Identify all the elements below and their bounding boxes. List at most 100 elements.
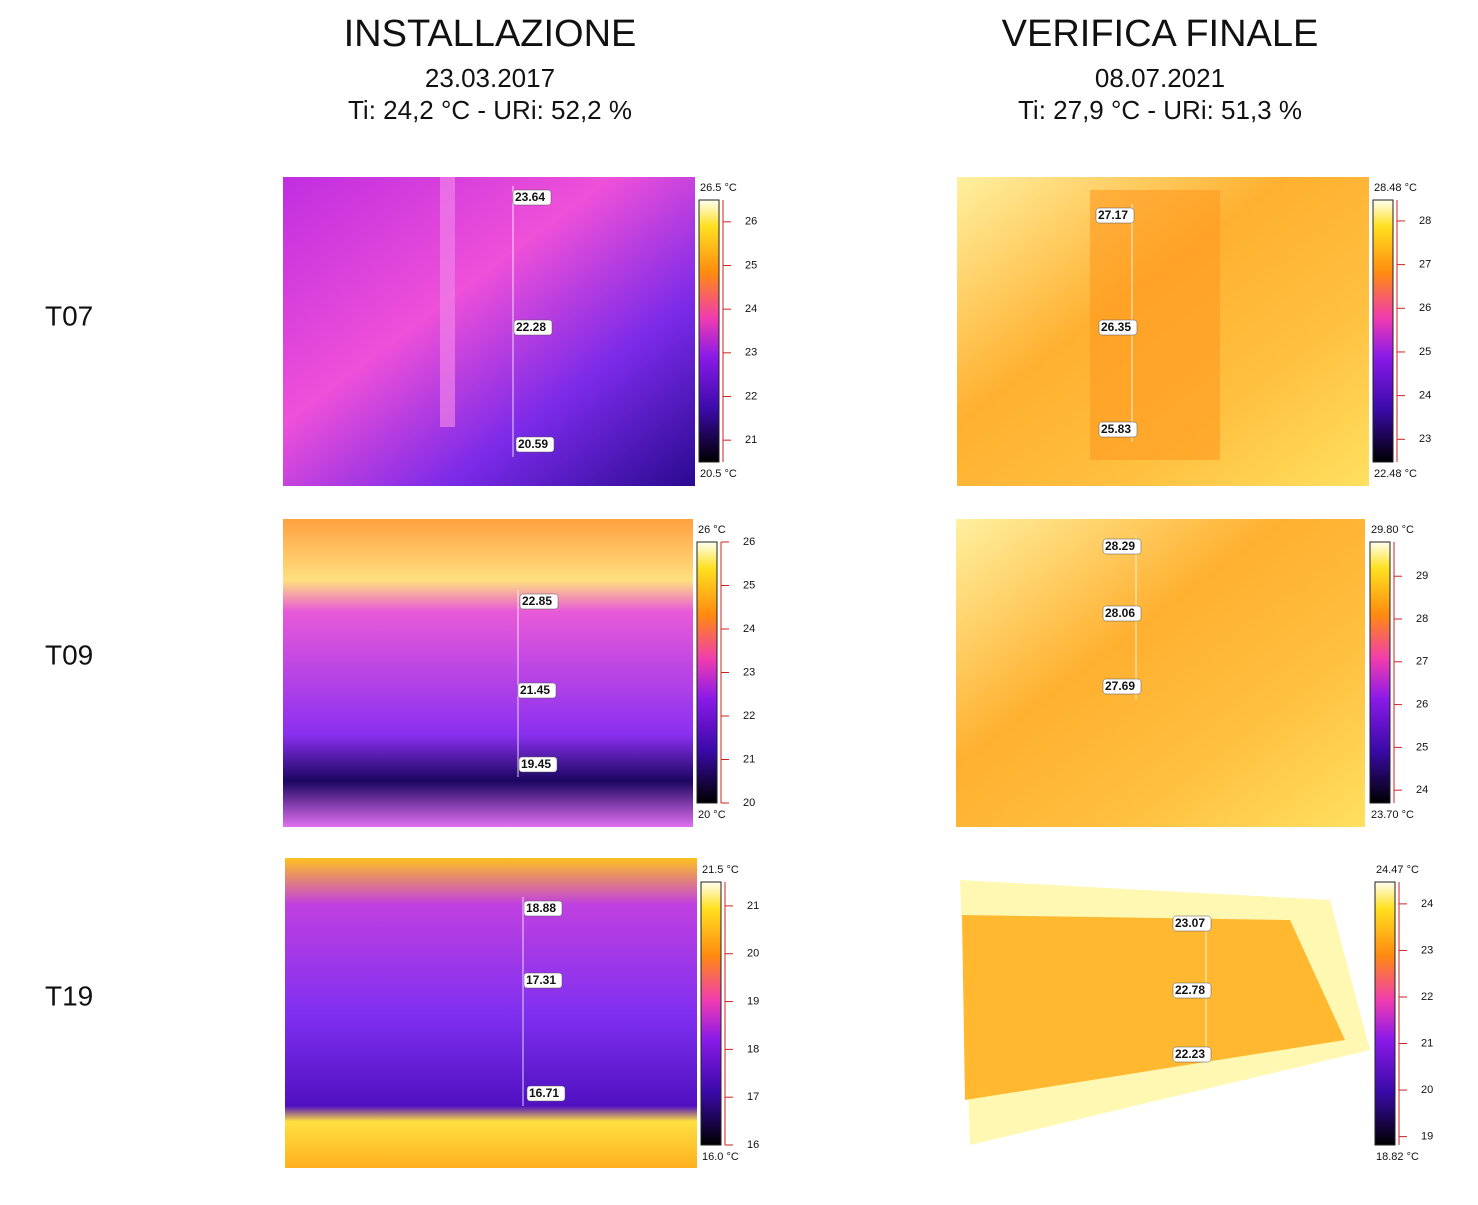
colorbar-min: 23.70 °C (1371, 809, 1414, 821)
point-label: 19.45 (521, 757, 551, 771)
colorbar-tick-label: 27 (1419, 259, 1431, 271)
column-title: VERIFICA FINALE (1002, 13, 1319, 55)
colorbar (700, 881, 722, 1146)
column-conditions: Ti: 27,9 °C - URi: 51,3 % (1018, 95, 1302, 125)
colorbar-tick-label: 24 (1416, 784, 1428, 796)
point-label-box (515, 436, 555, 453)
colorbar-tick-label: 21 (743, 753, 755, 765)
point-label-box (517, 682, 557, 699)
colorbar-tick-label: 25 (745, 259, 757, 271)
colorbar-min: 20.5 °C (700, 468, 737, 480)
colorbar-tick-label: 26 (1416, 698, 1428, 710)
point-label: 20.59 (518, 437, 548, 451)
point-label-box (519, 593, 559, 610)
thermal-image (962, 915, 1345, 1100)
colorbar-tick-label: 23 (1419, 433, 1431, 445)
colorbar-max: 26 °C (698, 524, 726, 536)
colorbar-tick-label: 24 (1421, 898, 1433, 910)
colorbar (698, 199, 720, 463)
point-label: 28.29 (1105, 539, 1135, 553)
point-label: 23.64 (515, 190, 545, 204)
point-label: 26.35 (1101, 320, 1131, 334)
thermal-image (956, 519, 1365, 827)
point-label: 22.78 (1175, 983, 1205, 997)
point-label-box (1095, 207, 1135, 224)
point-label-box (523, 900, 563, 917)
point-label: 25.83 (1101, 422, 1131, 436)
thermal-image (283, 519, 693, 827)
point-label: 27.17 (1098, 208, 1128, 222)
colorbar-max: 26.5 °C (700, 182, 737, 194)
colorbar (696, 541, 718, 804)
colorbar-tick-label: 21 (745, 434, 757, 446)
point-label: 27.69 (1105, 679, 1135, 693)
point-label-box (526, 1085, 566, 1102)
colorbar-max: 29.80 °C (1371, 524, 1414, 536)
frame (440, 177, 455, 427)
colorbar-tick-label: 23 (743, 666, 755, 678)
colorbar-tick-label: 29 (1416, 570, 1428, 582)
column-date: 08.07.2021 (1095, 63, 1225, 93)
point-label: 22.85 (522, 594, 552, 608)
colorbar (1372, 199, 1394, 463)
row-label: T09 (45, 639, 93, 670)
colorbar-tick-label: 16 (747, 1139, 759, 1151)
colorbar-tick-label: 19 (1421, 1131, 1433, 1143)
point-label-box (518, 756, 558, 773)
colorbar (1369, 541, 1391, 804)
colorbar-min: 20 °C (698, 809, 726, 821)
colorbar-tick-label: 25 (743, 579, 755, 591)
point-label: 28.06 (1105, 606, 1135, 620)
point-label-box (1102, 605, 1142, 622)
point-label: 22.28 (516, 320, 546, 334)
colorbar-tick-label: 20 (743, 797, 755, 809)
colorbar-tick-label: 26 (1419, 302, 1431, 314)
colorbar-min: 22.48 °C (1374, 468, 1417, 480)
point-label-box (512, 189, 552, 206)
colorbar-tick-label: 25 (1419, 346, 1431, 358)
colorbar-tick-label: 22 (745, 390, 757, 402)
point-label: 22.23 (1175, 1047, 1205, 1061)
colorbar-min: 16.0 °C (702, 1151, 739, 1163)
colorbar-tick-label: 20 (1421, 1084, 1433, 1096)
colorbar-tick-label: 23 (1421, 944, 1433, 956)
colorbar-tick-label: 17 (747, 1091, 759, 1103)
colorbar-tick-label: 28 (1416, 613, 1428, 625)
colorbar-tick-label: 26 (745, 216, 757, 228)
colorbar-tick-label: 21 (747, 900, 759, 912)
point-label-box (1098, 421, 1138, 438)
column-title: INSTALLAZIONE (344, 13, 637, 55)
point-label-box (1098, 319, 1138, 336)
column-conditions: Ti: 24,2 °C - URi: 52,2 % (348, 95, 632, 125)
colorbar-tick-label: 26 (743, 536, 755, 548)
point-label-box (1102, 678, 1142, 695)
colorbar-tick-label: 28 (1419, 215, 1431, 227)
colorbar-tick-label: 25 (1416, 741, 1428, 753)
colorbar-tick-label: 23 (745, 347, 757, 359)
point-label: 16.71 (529, 1086, 559, 1100)
colorbar-max: 24.47 °C (1376, 864, 1419, 876)
colorbar-min: 18.82 °C (1376, 1151, 1419, 1163)
row-label: T19 (45, 980, 93, 1011)
colorbar-max: 21.5 °C (702, 864, 739, 876)
row-label: T07 (45, 300, 93, 331)
colorbar-tick-label: 22 (743, 710, 755, 722)
point-label-box (1102, 538, 1142, 555)
point-label-box (1172, 1046, 1212, 1063)
point-label-box (513, 319, 553, 336)
colorbar-tick-label: 24 (1419, 390, 1431, 402)
colorbar-tick-label: 24 (743, 623, 755, 635)
point-label-box (1172, 915, 1212, 932)
images (283, 177, 1370, 1168)
point-label-box (1172, 982, 1212, 999)
point-label: 21.45 (520, 683, 550, 697)
colorbar-tick-label: 20 (747, 948, 759, 960)
point-label-box (523, 972, 563, 989)
colorbar-max: 28.48 °C (1374, 182, 1417, 194)
point-label: 18.88 (526, 901, 556, 915)
colorbar-tick-label: 18 (747, 1043, 759, 1055)
thermal-image (285, 858, 697, 1168)
colorbar-tick-label: 27 (1416, 656, 1428, 668)
colorbar-tick-label: 21 (1421, 1037, 1433, 1049)
